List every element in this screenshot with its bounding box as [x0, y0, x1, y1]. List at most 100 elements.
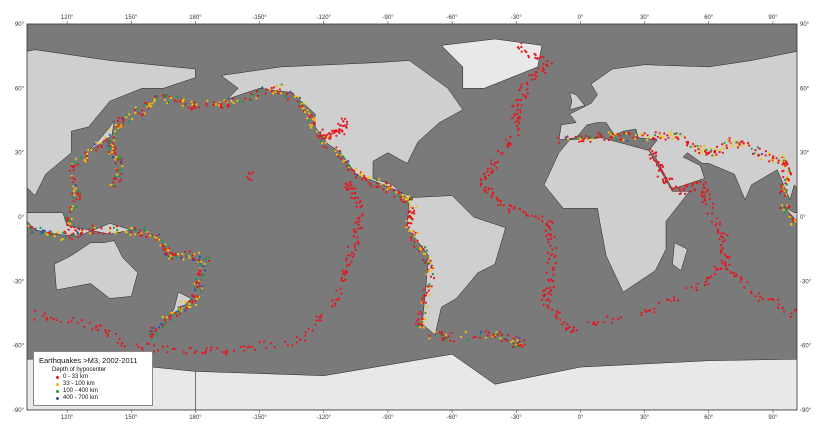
- earthquake-point: [86, 152, 89, 155]
- earthquake-point: [490, 159, 493, 162]
- earthquake-point: [407, 221, 410, 225]
- earthquake-point: [600, 132, 603, 135]
- earthquake-point: [534, 215, 537, 218]
- earthquake-point: [662, 173, 666, 176]
- earthquake-point: [422, 321, 425, 325]
- earthquake-point: [167, 247, 170, 250]
- earthquake-point: [163, 98, 166, 101]
- earthquake-point: [431, 265, 434, 268]
- earthquake-point: [286, 344, 289, 347]
- earthquake-point: [779, 189, 783, 193]
- earthquake-point: [150, 335, 154, 338]
- earthquake-point: [361, 204, 364, 207]
- earthquake-point: [714, 272, 717, 276]
- earthquake-point: [147, 342, 150, 345]
- earthquake-point: [308, 115, 311, 119]
- earthquake-point: [422, 326, 426, 329]
- earthquake-point: [190, 297, 193, 300]
- earthquake-point: [788, 169, 791, 172]
- earthquake-point: [255, 97, 258, 100]
- earthquake-point: [95, 149, 98, 152]
- earthquake-point: [783, 157, 786, 160]
- earthquake-point: [673, 296, 676, 299]
- earthquake-point: [75, 157, 78, 160]
- earthquake-point: [79, 156, 82, 159]
- earthquake-point: [287, 98, 290, 101]
- earthquake-point: [345, 120, 349, 123]
- earthquake-point: [272, 86, 275, 89]
- earthquake-point: [199, 290, 202, 293]
- earthquake-point: [342, 124, 345, 128]
- earthquake-point: [715, 148, 719, 151]
- earthquake-point: [97, 231, 100, 234]
- earthquake-point: [425, 249, 429, 252]
- earthquake-point: [518, 345, 521, 348]
- earthquake-point: [547, 233, 550, 236]
- earthquake-point: [535, 75, 538, 78]
- earthquake-point: [753, 152, 756, 155]
- earthquake-point: [151, 333, 154, 336]
- earthquake-point: [728, 137, 731, 140]
- earthquake-point: [785, 207, 788, 210]
- earthquake-point: [530, 214, 534, 217]
- earthquake-point: [785, 183, 788, 186]
- earthquake-point: [350, 251, 354, 254]
- earthquake-point: [446, 336, 449, 339]
- earthquake-point: [120, 158, 123, 161]
- earthquake-point: [545, 287, 549, 290]
- earthquake-point: [685, 287, 688, 290]
- earthquake-point: [420, 312, 423, 315]
- earthquake-point: [586, 320, 589, 323]
- earthquake-point: [691, 182, 694, 185]
- earthquake-point: [542, 62, 545, 65]
- earthquake-point: [133, 109, 137, 112]
- earthquake-point: [706, 188, 710, 191]
- earthquake-point: [398, 195, 401, 198]
- earthquake-point: [705, 148, 708, 151]
- earthquake-point: [311, 118, 315, 121]
- earthquake-point: [764, 154, 767, 157]
- earthquake-point: [787, 205, 790, 208]
- earthquake-point: [202, 352, 205, 355]
- earthquake-point: [699, 149, 703, 152]
- earthquake-point: [155, 94, 158, 98]
- earthquake-point: [649, 148, 652, 151]
- lon-label: 150°: [125, 15, 138, 21]
- earthquake-point: [343, 124, 346, 127]
- earthquake-point: [742, 142, 745, 145]
- earthquake-point: [739, 280, 742, 283]
- earthquake-point: [415, 205, 418, 208]
- earthquake-point: [783, 211, 786, 214]
- earthquake-point: [708, 198, 711, 201]
- earthquake-point: [547, 307, 550, 310]
- earthquake-point: [482, 172, 485, 175]
- earthquake-point: [108, 231, 111, 234]
- earthquake-point: [728, 263, 731, 266]
- seismic-belt: [428, 330, 526, 349]
- earthquake-point: [301, 107, 304, 110]
- earthquake-point: [382, 188, 385, 191]
- earthquake-point: [324, 136, 328, 139]
- lat-label: -60°: [13, 344, 25, 350]
- earthquake-point: [496, 198, 499, 201]
- earthquake-point: [45, 318, 49, 321]
- earthquake-point: [405, 197, 408, 200]
- earthquake-point: [517, 121, 521, 124]
- earthquake-point: [702, 183, 705, 186]
- seismic-belt: [246, 171, 255, 182]
- earthquake-point: [164, 95, 167, 98]
- earthquake-point: [340, 279, 343, 282]
- earthquake-point: [718, 238, 721, 241]
- earthquake-point: [553, 235, 556, 238]
- earthquake-point: [335, 146, 338, 149]
- earthquake-point: [190, 100, 193, 103]
- earthquake-point: [550, 278, 553, 281]
- earthquake-point: [484, 175, 487, 178]
- earthquake-point: [627, 132, 631, 135]
- earthquake-point: [293, 95, 297, 98]
- legend-dot: [56, 382, 59, 386]
- earthquake-point: [417, 322, 420, 325]
- earthquake-point: [757, 299, 760, 302]
- earthquake-point: [574, 135, 578, 138]
- earthquake-point: [240, 345, 243, 348]
